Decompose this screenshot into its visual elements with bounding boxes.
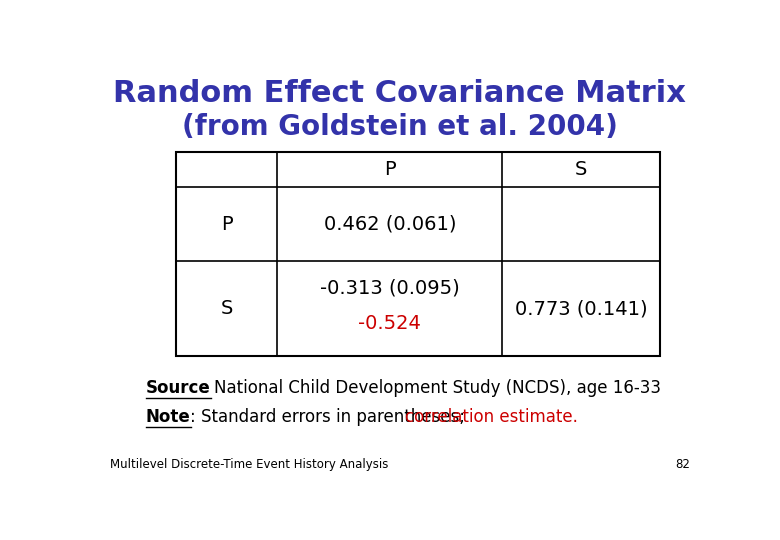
Text: Source: Source bbox=[146, 379, 211, 397]
Bar bbox=[176, 152, 660, 356]
Text: Multilevel Discrete-Time Event History Analysis: Multilevel Discrete-Time Event History A… bbox=[109, 458, 388, 471]
Text: Note: Note bbox=[146, 408, 190, 426]
Text: (from Goldstein et al. 2004): (from Goldstein et al. 2004) bbox=[182, 113, 618, 140]
Text: correlation estimate.: correlation estimate. bbox=[405, 408, 577, 426]
Text: 0.773 (0.141): 0.773 (0.141) bbox=[515, 299, 647, 318]
Text: S: S bbox=[575, 160, 587, 179]
Text: 82: 82 bbox=[675, 458, 690, 471]
Text: S: S bbox=[221, 299, 233, 318]
Text: P: P bbox=[384, 160, 395, 179]
Text: P: P bbox=[221, 215, 232, 234]
Text: : Standard errors in parentheses;: : Standard errors in parentheses; bbox=[190, 408, 470, 426]
Text: Random Effect Covariance Matrix: Random Effect Covariance Matrix bbox=[113, 79, 686, 109]
Text: 0.462 (0.061): 0.462 (0.061) bbox=[324, 215, 456, 234]
Text: -0.524: -0.524 bbox=[358, 314, 421, 333]
Text: -0.313 (0.095): -0.313 (0.095) bbox=[320, 278, 459, 298]
Text: : National Child Development Study (NCDS), age 16-33: : National Child Development Study (NCDS… bbox=[203, 379, 661, 397]
